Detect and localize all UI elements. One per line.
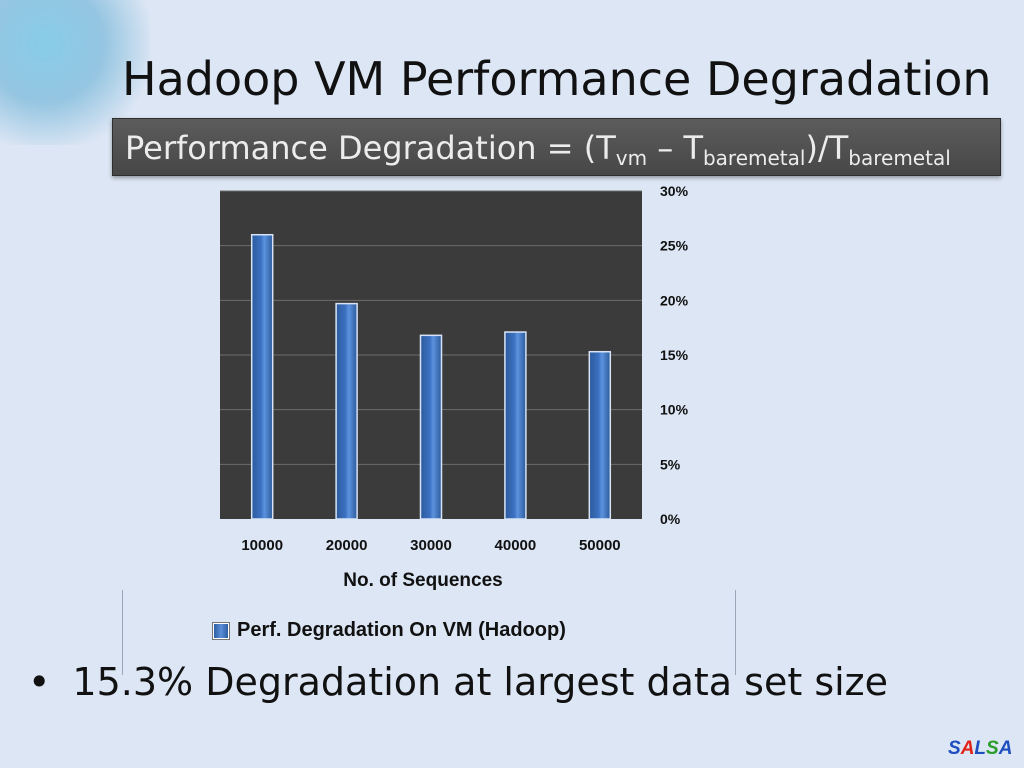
- formula-mid: – T: [647, 129, 703, 167]
- salsa-logo: SALSA: [948, 738, 1012, 760]
- bullet-text: 15.3% Degradation at largest data set si…: [72, 660, 889, 704]
- slide-title: Hadoop VM Performance Degradation: [122, 52, 992, 106]
- bar: [335, 302, 358, 520]
- y-tick-label: 20%: [660, 292, 689, 308]
- bullet-point: • 15.3% Degradation at largest data set s…: [28, 660, 888, 704]
- logo-letter: A: [998, 738, 1013, 759]
- formula-sub-baremetal-1: baremetal: [702, 146, 806, 170]
- bar: [250, 233, 274, 520]
- y-tick-label: 30%: [660, 183, 689, 199]
- x-tick-label: 10000: [241, 537, 283, 554]
- y-tick-label: 5%: [660, 456, 681, 472]
- y-tick-label: 25%: [660, 238, 689, 254]
- logo-letter: S: [948, 738, 961, 759]
- formula-mid2: )/T: [805, 129, 849, 167]
- x-axis-title: No. of Sequences: [343, 570, 503, 591]
- logo-letter: L: [974, 738, 987, 759]
- y-tick-label: 15%: [660, 347, 689, 363]
- formula-banner: Performance Degradation = (Tvm – Tbareme…: [112, 118, 1001, 176]
- x-tick-label: 40000: [495, 537, 537, 554]
- x-tick-label: 20000: [326, 537, 368, 554]
- bar: [504, 331, 527, 520]
- bar: [588, 350, 612, 520]
- chart-frame-left: [122, 590, 123, 675]
- legend-label: Perf. Degradation On VM (Hadoop): [237, 619, 566, 641]
- logo-letter: A: [960, 738, 975, 759]
- chart-frame-right: [735, 590, 736, 675]
- formula-prefix: Performance Degradation = (T: [125, 129, 616, 167]
- legend: Perf. Degradation On VM (Hadoop): [213, 619, 566, 642]
- y-tick-label: 10%: [660, 402, 689, 418]
- x-tick-label: 50000: [579, 537, 621, 554]
- y-tick-label: 0%: [660, 511, 681, 527]
- logo-letter: S: [986, 738, 999, 759]
- bullet-dot-icon: •: [28, 660, 51, 704]
- x-tick-label: 30000: [410, 537, 452, 554]
- bar: [419, 334, 443, 520]
- formula-sub-vm: vm: [615, 146, 648, 170]
- formula-sub-baremetal-2: baremetal: [848, 146, 951, 170]
- legend-swatch: [213, 622, 229, 639]
